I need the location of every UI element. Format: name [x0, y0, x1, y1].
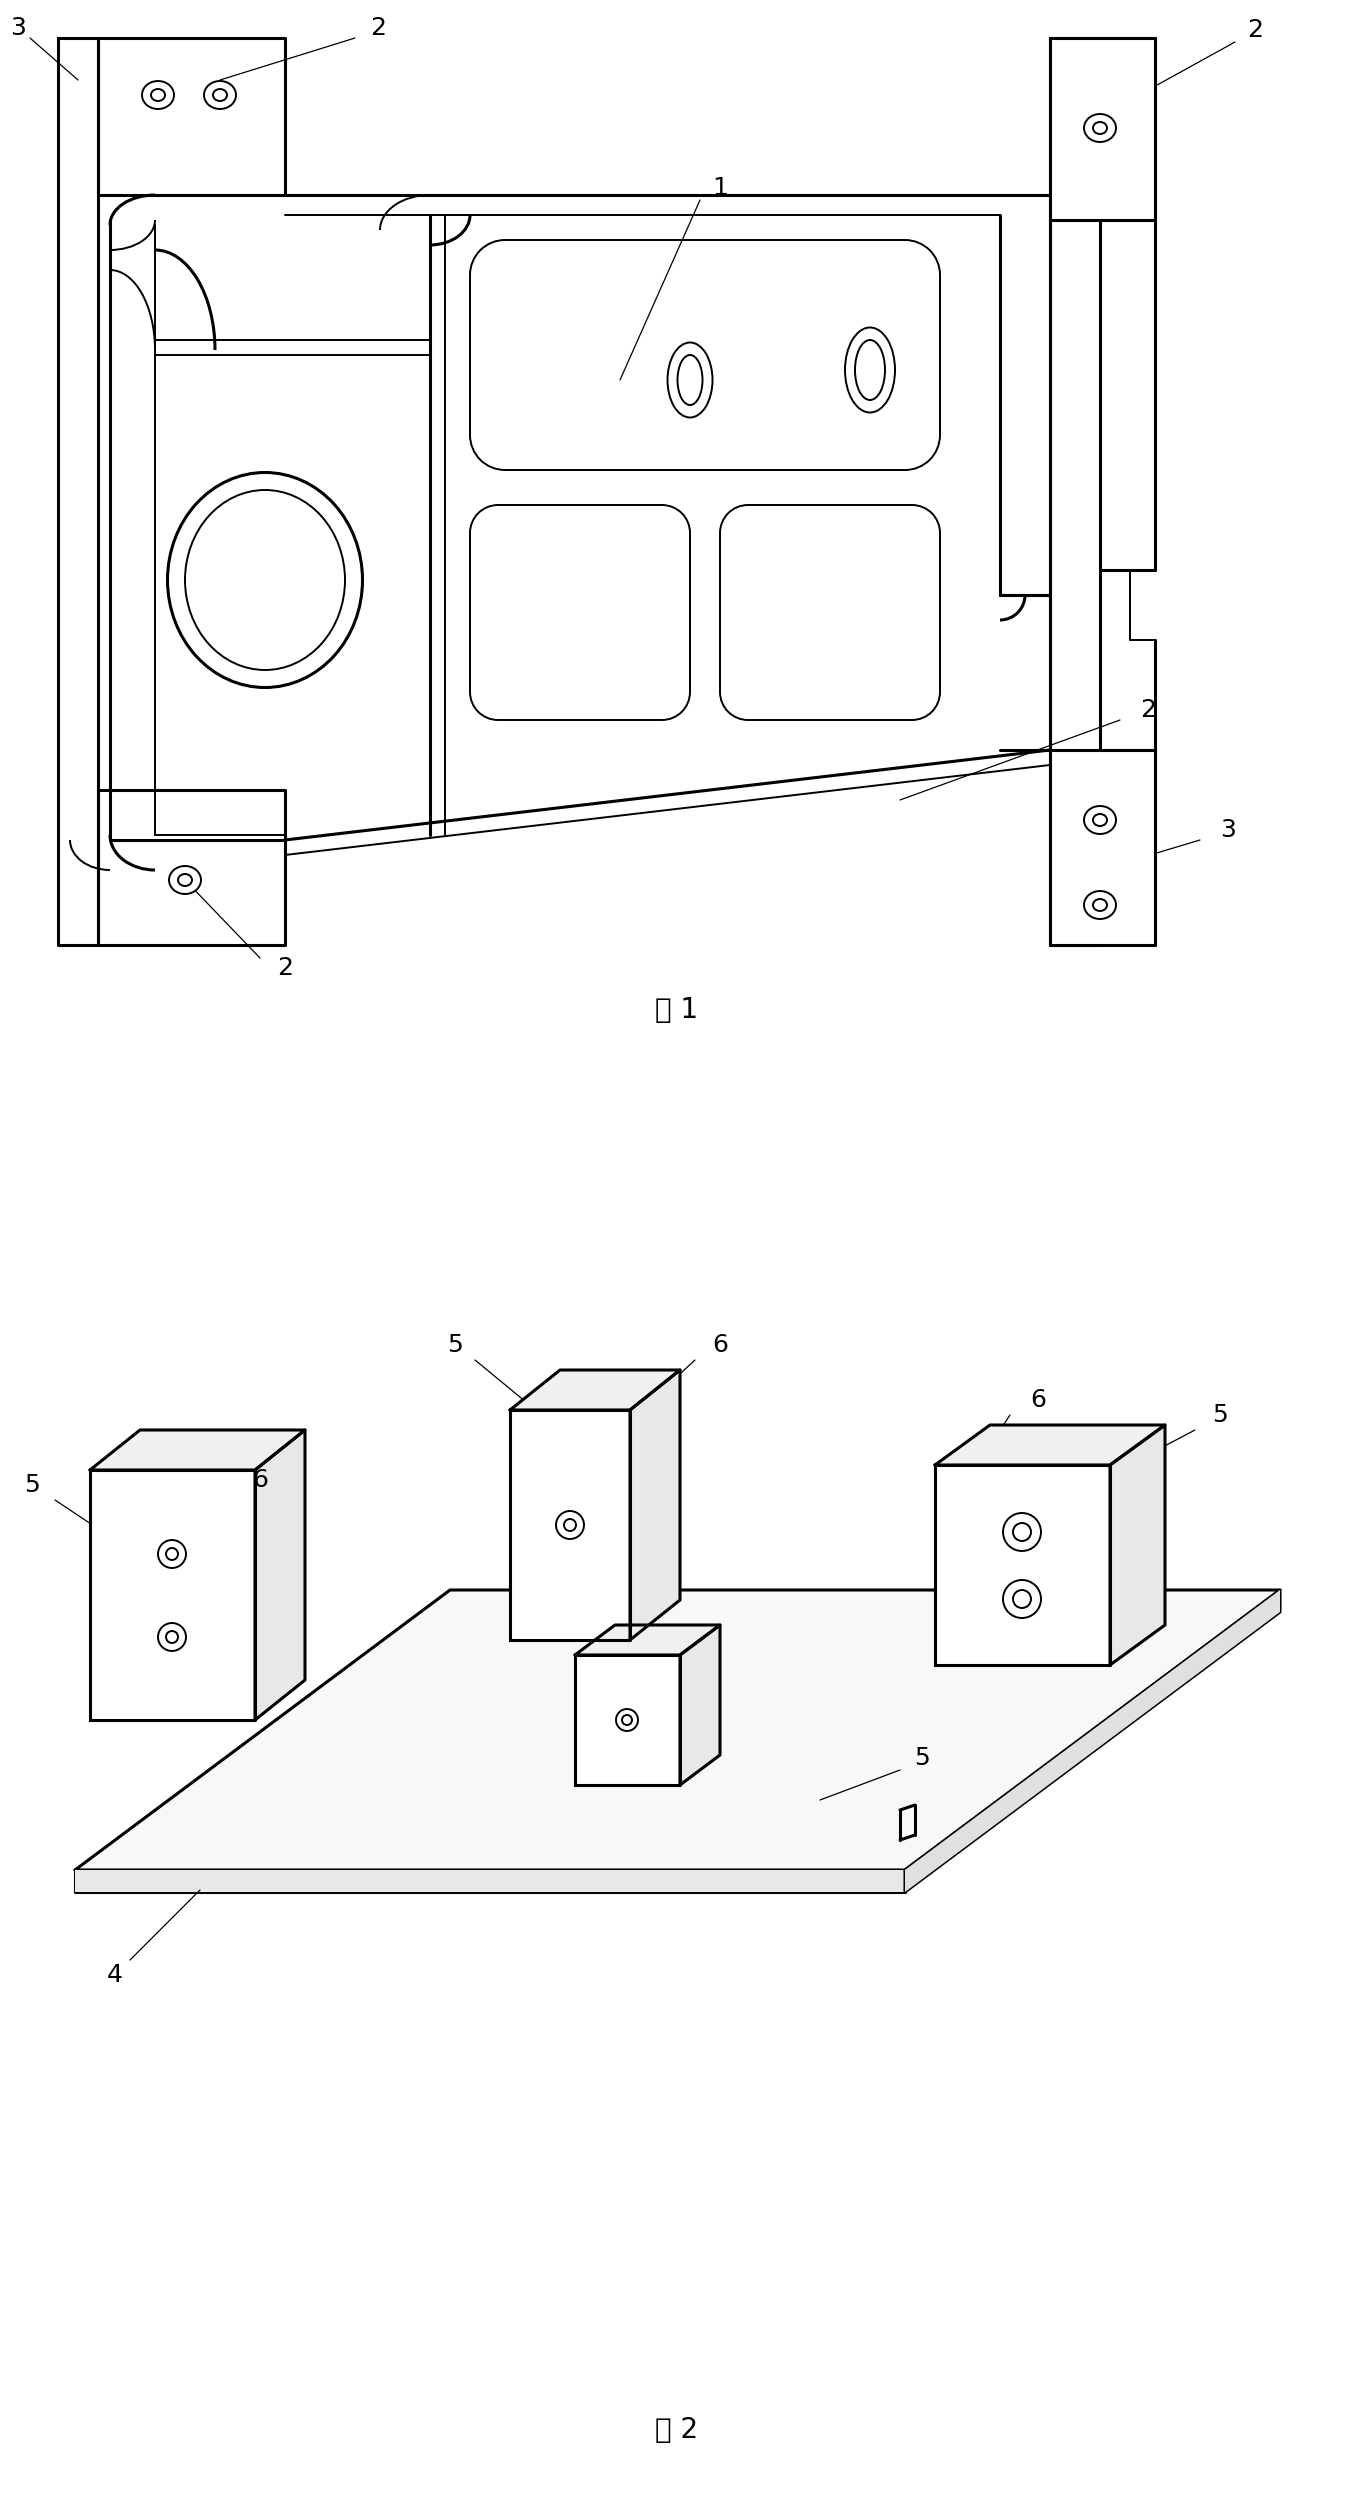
Text: 6: 6: [711, 1334, 728, 1356]
Text: 6: 6: [1030, 1389, 1046, 1411]
Ellipse shape: [159, 1624, 186, 1651]
Text: 图 1: 图 1: [656, 996, 699, 1023]
Ellipse shape: [556, 1511, 584, 1539]
Text: 4: 4: [107, 1964, 123, 1987]
Polygon shape: [75, 1869, 905, 1892]
Polygon shape: [1050, 38, 1154, 220]
Ellipse shape: [1014, 1589, 1031, 1609]
Ellipse shape: [1084, 115, 1117, 143]
Ellipse shape: [205, 80, 236, 110]
Text: 1: 1: [713, 175, 728, 200]
Ellipse shape: [622, 1714, 631, 1724]
Polygon shape: [89, 1431, 305, 1471]
Polygon shape: [509, 1411, 630, 1639]
Ellipse shape: [1093, 123, 1107, 135]
Polygon shape: [509, 1371, 680, 1411]
Text: 图 2: 图 2: [656, 2417, 699, 2444]
Ellipse shape: [1093, 898, 1107, 911]
Ellipse shape: [178, 873, 192, 886]
Polygon shape: [75, 1589, 1280, 1869]
Ellipse shape: [150, 90, 165, 100]
Ellipse shape: [167, 1549, 178, 1561]
Ellipse shape: [855, 340, 885, 400]
Ellipse shape: [169, 866, 201, 893]
Polygon shape: [935, 1426, 1165, 1466]
Text: 5: 5: [24, 1474, 39, 1496]
Polygon shape: [98, 791, 285, 946]
Text: 2: 2: [1140, 698, 1156, 723]
Text: 5: 5: [1213, 1404, 1228, 1426]
Ellipse shape: [159, 1541, 186, 1569]
Ellipse shape: [678, 355, 702, 405]
Text: 2: 2: [276, 956, 293, 981]
Ellipse shape: [846, 328, 896, 413]
Ellipse shape: [167, 1631, 178, 1644]
Polygon shape: [89, 1471, 255, 1719]
Polygon shape: [1050, 751, 1154, 946]
Polygon shape: [905, 1589, 1280, 1892]
Polygon shape: [680, 1624, 720, 1784]
Polygon shape: [255, 1431, 305, 1719]
Polygon shape: [575, 1654, 680, 1784]
Ellipse shape: [213, 90, 228, 100]
Ellipse shape: [168, 473, 363, 688]
Text: 5: 5: [915, 1746, 930, 1769]
Text: 2: 2: [1247, 18, 1263, 43]
Ellipse shape: [564, 1519, 576, 1531]
Polygon shape: [630, 1371, 680, 1639]
Text: 3: 3: [9, 15, 26, 40]
Text: 5: 5: [447, 1334, 463, 1356]
Text: 6: 6: [252, 1469, 268, 1491]
Polygon shape: [98, 38, 285, 195]
Ellipse shape: [186, 490, 346, 671]
Polygon shape: [935, 1466, 1110, 1664]
Polygon shape: [1110, 1426, 1165, 1664]
Ellipse shape: [668, 343, 713, 418]
Ellipse shape: [1003, 1579, 1041, 1619]
Ellipse shape: [142, 80, 173, 110]
Ellipse shape: [1084, 891, 1117, 918]
Ellipse shape: [1014, 1524, 1031, 1541]
Ellipse shape: [617, 1709, 638, 1731]
Ellipse shape: [1003, 1514, 1041, 1551]
Text: 2: 2: [370, 15, 386, 40]
Ellipse shape: [1084, 806, 1117, 833]
Ellipse shape: [1093, 813, 1107, 826]
Polygon shape: [575, 1624, 720, 1654]
Text: 3: 3: [1220, 818, 1236, 843]
